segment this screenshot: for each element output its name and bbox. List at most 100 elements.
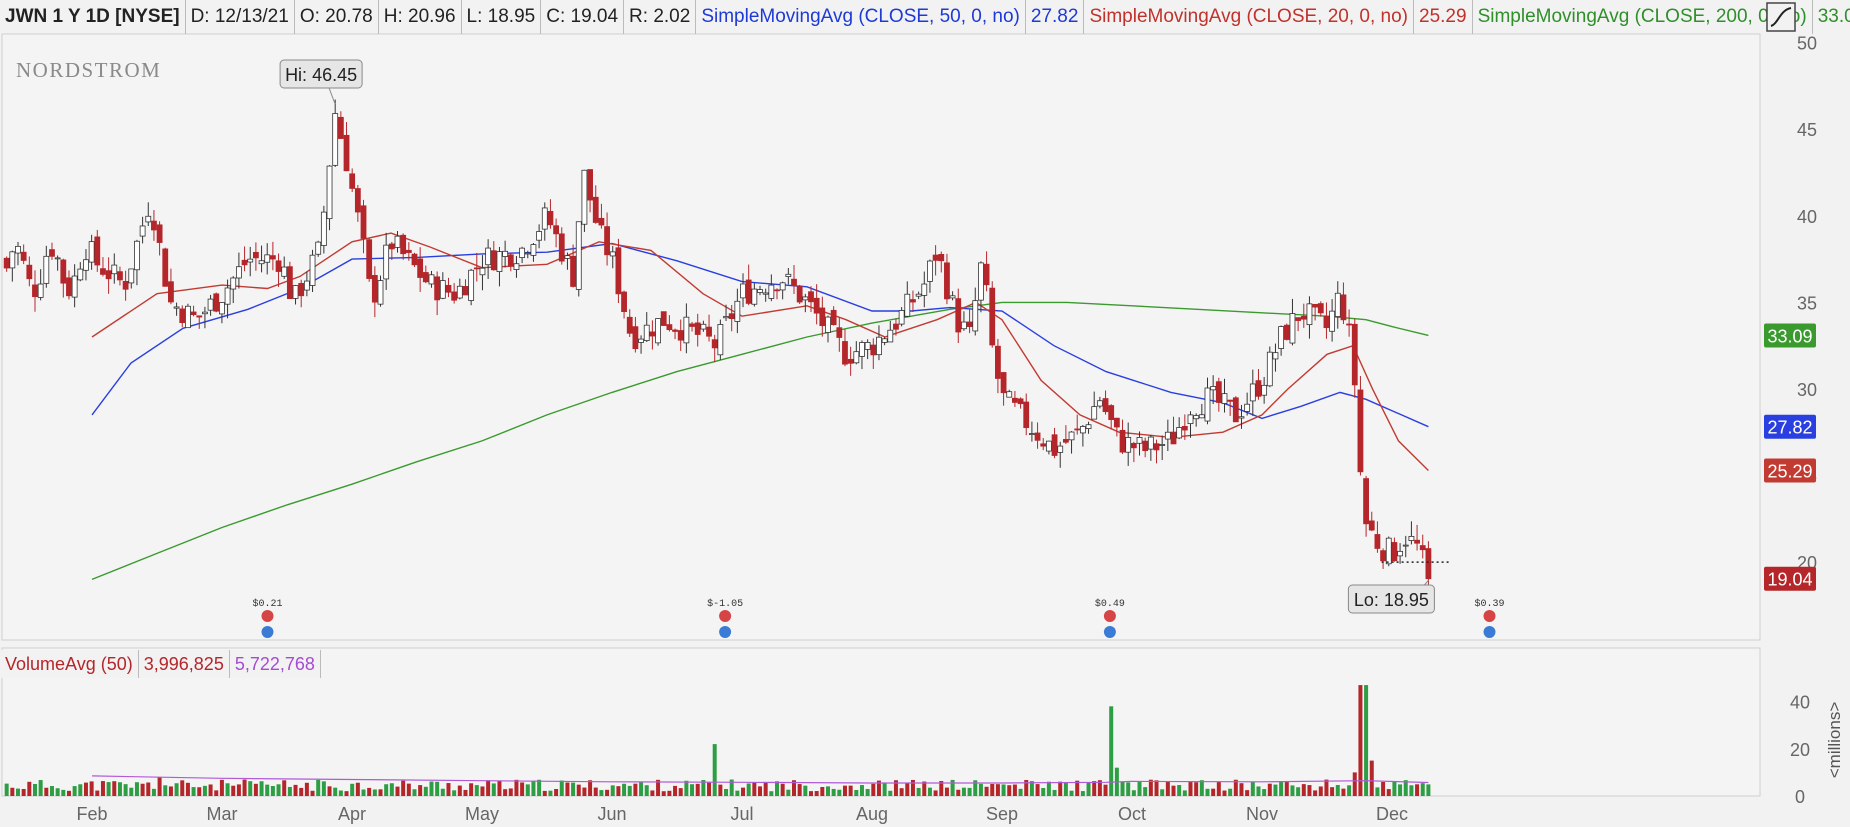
candle-down bbox=[1346, 323, 1352, 326]
volume-bar-up bbox=[191, 787, 196, 796]
volume-bar-down bbox=[678, 788, 683, 796]
volume-bar-down bbox=[848, 785, 853, 796]
volume-bar-down bbox=[582, 787, 587, 796]
trend-tool-icon[interactable] bbox=[1766, 2, 1796, 32]
volume-bar-down bbox=[214, 790, 219, 796]
volume-bar-down bbox=[1369, 760, 1374, 796]
high-value: H: 20.96 bbox=[379, 0, 462, 34]
candle-up bbox=[700, 323, 707, 330]
volume-bar-down bbox=[944, 787, 949, 796]
candle-down bbox=[117, 271, 123, 281]
candle-up bbox=[978, 262, 984, 301]
volume-bar-up bbox=[559, 780, 564, 796]
symbol-label[interactable]: JWN 1 Y 1D [NYSE] bbox=[0, 0, 186, 34]
candle-up bbox=[1006, 391, 1013, 398]
volume-bar-down bbox=[503, 789, 508, 796]
sma50-badge bbox=[1764, 414, 1816, 439]
dividend-icon bbox=[1103, 626, 1116, 638]
candle-up bbox=[1289, 313, 1296, 344]
candle-down bbox=[1130, 442, 1137, 449]
volume-bar-up bbox=[1018, 788, 1023, 796]
volume-bar-down bbox=[395, 786, 400, 796]
volume-bar-down bbox=[650, 790, 655, 796]
volume-bar-down bbox=[1211, 788, 1216, 796]
volume-bar-up bbox=[1398, 784, 1403, 796]
candle-down bbox=[252, 251, 259, 259]
volume-bar-down bbox=[593, 787, 598, 796]
volume-bar-down bbox=[21, 788, 26, 796]
month-label: Apr bbox=[338, 804, 366, 824]
volume-bar-up bbox=[4, 783, 9, 796]
volume-tick-label: 40 bbox=[1790, 693, 1810, 713]
date-value: D: 12/13/21 bbox=[186, 0, 295, 34]
volume-avg-label[interactable]: VolumeAvg (50) bbox=[0, 650, 139, 678]
month-label: Mar bbox=[207, 804, 238, 824]
volume-bars bbox=[4, 685, 1431, 796]
candlestick-series bbox=[3, 99, 1432, 587]
candle-up bbox=[281, 266, 288, 277]
candle-up bbox=[111, 264, 118, 275]
volume-bar-up bbox=[202, 785, 207, 796]
volume-bar-down bbox=[1307, 785, 1312, 796]
month-label: Aug bbox=[856, 804, 888, 824]
candle-up bbox=[77, 268, 84, 281]
sma20-label[interactable]: SimpleMovingAvg (CLOSE, 20, 0, no) bbox=[1084, 0, 1415, 34]
volume-bar-down bbox=[752, 782, 757, 796]
candle-down bbox=[1108, 405, 1115, 420]
candle-up bbox=[609, 251, 616, 257]
volume-bar-up bbox=[531, 780, 536, 796]
sma200-badge bbox=[1764, 323, 1816, 348]
volume-bar-down bbox=[893, 780, 898, 796]
volume-bar-up bbox=[973, 780, 978, 796]
volume-bar-down bbox=[89, 781, 94, 796]
volume-bar-down bbox=[1358, 685, 1363, 796]
volume-bar-down bbox=[231, 785, 236, 796]
candle-down bbox=[621, 291, 627, 313]
volume-bar-down bbox=[406, 783, 411, 796]
candle-up bbox=[1029, 433, 1035, 435]
candle-up bbox=[751, 288, 758, 305]
candle-up bbox=[757, 289, 763, 293]
volume-y-axis: 0 20 40 bbox=[1790, 693, 1810, 807]
sma200-label[interactable]: SimpleMovingAvg (CLOSE, 200, 0, no) bbox=[1473, 0, 1813, 34]
month-label: Sep bbox=[986, 804, 1018, 824]
volume-bar-up bbox=[1228, 788, 1233, 796]
sma20-line bbox=[91, 232, 1429, 471]
volume-bar-up bbox=[888, 790, 893, 796]
candle-down bbox=[694, 322, 701, 335]
candle-up bbox=[802, 296, 809, 301]
earnings-markers[interactable]: $0.21 $-1.05 $0.49 $0.39 bbox=[252, 598, 1505, 638]
candle-up bbox=[779, 282, 786, 291]
candle-up bbox=[864, 342, 871, 350]
volume-bar-down bbox=[463, 789, 468, 796]
candle-down bbox=[813, 297, 820, 314]
sma50-label[interactable]: SimpleMovingAvg (CLOSE, 50, 0, no) bbox=[696, 0, 1026, 34]
candle-down bbox=[32, 284, 38, 298]
volume-bar-down bbox=[185, 782, 190, 796]
volume-bar-up bbox=[225, 783, 230, 796]
volume-bar-down bbox=[1318, 786, 1323, 796]
earnings-icon bbox=[261, 610, 274, 622]
candle-up bbox=[145, 215, 152, 223]
volume-bar-down bbox=[520, 782, 525, 796]
volume-bar-down bbox=[157, 777, 162, 796]
volume-bar-up bbox=[361, 789, 366, 796]
volume-bar-down bbox=[910, 779, 915, 796]
volume-bar-down bbox=[656, 779, 661, 796]
volume-bar-down bbox=[939, 780, 944, 796]
volume-bar-down bbox=[588, 780, 593, 796]
volume-bar-up bbox=[1205, 788, 1210, 796]
candle-down bbox=[1074, 428, 1081, 431]
candle-down bbox=[400, 234, 407, 255]
volume-avg-path bbox=[91, 775, 1429, 784]
candle-down bbox=[745, 279, 752, 304]
volume-bar-up bbox=[78, 784, 83, 796]
volume-bar-up bbox=[429, 781, 434, 796]
candle-up bbox=[513, 263, 520, 270]
candle-up bbox=[785, 273, 792, 277]
volume-tick-label: 0 bbox=[1795, 787, 1805, 807]
candle-up bbox=[536, 231, 543, 241]
candle-down bbox=[1391, 542, 1398, 562]
